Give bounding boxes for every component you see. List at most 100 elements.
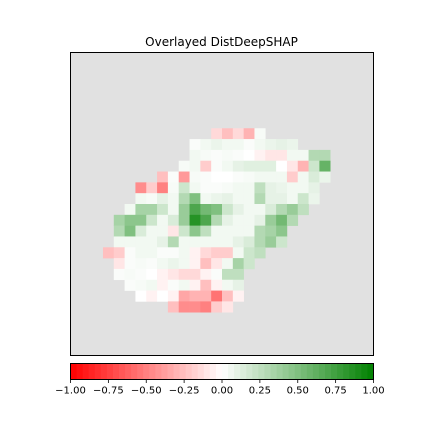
heatmap-cell <box>243 171 255 183</box>
heatmap-cell <box>178 171 190 183</box>
heatmap-cell <box>222 128 234 140</box>
colorbar-step <box>355 363 362 380</box>
colorbar-tick-label: −0.50 <box>131 386 162 397</box>
heatmap-cell <box>211 160 223 172</box>
heatmap-cell <box>254 182 266 194</box>
colorbar-step <box>367 363 374 380</box>
heatmap-cell <box>265 236 277 248</box>
heatmap-cell <box>124 225 136 237</box>
heatmap-cell <box>189 290 201 302</box>
heatmap-cell <box>178 279 190 291</box>
heatmap-cell <box>232 160 244 172</box>
colorbar-step <box>337 363 344 380</box>
heatmap-cell <box>189 204 201 216</box>
colorbar-tick-label: 1.00 <box>362 386 384 397</box>
colorbar-step <box>246 363 253 380</box>
heatmap-cell <box>232 171 244 183</box>
heatmap-cell <box>243 225 255 237</box>
heatmap-cell <box>254 214 266 226</box>
heatmap-cell <box>157 225 169 237</box>
heatmap-cell <box>135 279 147 291</box>
colorbar-step <box>191 363 199 380</box>
heatmap-cell <box>200 268 212 281</box>
heatmap-cell <box>189 236 201 248</box>
heatmap-cell <box>222 279 234 291</box>
heatmap-cell <box>178 247 190 259</box>
heatmap-cell <box>200 149 212 162</box>
colorbar-step <box>228 363 235 380</box>
heatmap-cell <box>286 204 299 216</box>
heatmap-cell <box>135 182 147 194</box>
heatmap-cell <box>167 182 180 194</box>
colorbar-step <box>88 363 96 380</box>
heatmap-cell <box>265 193 277 205</box>
heatmap-cell <box>286 160 299 172</box>
colorbar-step <box>234 363 241 380</box>
colorbar-step <box>312 363 320 380</box>
heatmap-cell <box>200 214 212 226</box>
heatmap-cell <box>113 258 125 270</box>
heatmap-cell <box>265 139 277 151</box>
heatmap-cell <box>146 182 158 194</box>
colorbar-step <box>125 363 132 380</box>
heatmap-cell <box>167 204 180 216</box>
heatmap-cell <box>254 128 266 140</box>
heatmap-cell <box>232 258 244 270</box>
colorbar-step <box>112 363 120 380</box>
heatmap-cell <box>211 171 223 183</box>
heatmap-cell <box>308 171 320 183</box>
heatmap-cell <box>243 258 255 270</box>
heatmap-cell <box>178 193 190 205</box>
heatmap-cell <box>157 258 169 270</box>
heatmap-cell <box>222 301 234 313</box>
heatmap-cell <box>167 171 180 183</box>
heatmap-cell <box>211 193 223 205</box>
heatmap-cell <box>222 236 234 248</box>
heatmap-cell <box>232 268 244 281</box>
chart-title: Overlayed DistDeepSHAP <box>145 35 298 49</box>
heatmap-cell <box>222 139 234 151</box>
heatmap-cell <box>157 236 169 248</box>
heatmap-cell <box>222 149 234 162</box>
colorbar-tick-label: 0.25 <box>249 386 271 397</box>
heatmap-cell <box>243 149 255 162</box>
heatmap-cell <box>167 268 180 281</box>
heatmap-cell <box>178 236 190 248</box>
heatmap-cell <box>286 193 299 205</box>
heatmap-cell <box>167 225 180 237</box>
heatmap-cell <box>167 258 180 270</box>
heatmap-cell <box>243 139 255 151</box>
heatmap-cell <box>146 279 158 291</box>
heatmap-cell <box>113 247 125 259</box>
heatmap-cell <box>232 247 244 259</box>
heatmap-cell <box>211 214 223 226</box>
heatmap-cell <box>232 214 244 226</box>
heatmap-cell <box>189 139 201 151</box>
colorbar-step <box>173 363 180 380</box>
heatmap-cell <box>189 171 201 183</box>
heatmap-cell <box>232 182 244 194</box>
heatmap-cell <box>254 171 266 183</box>
colorbar-step <box>264 363 271 380</box>
heatmap-cell <box>222 171 234 183</box>
heatmap-cell <box>157 290 169 302</box>
heatmap-cell <box>146 236 158 248</box>
colorbar-ticks: −1.00 −0.75 −0.50 −0.25 0.00 0.25 0.50 0.75 1.00 <box>55 379 385 397</box>
colorbar-step <box>282 363 290 380</box>
heatmap-cell <box>222 247 234 259</box>
heatmap-cell <box>157 182 169 194</box>
heatmap-cell <box>243 247 255 259</box>
heatmap-cell <box>254 247 266 259</box>
heatmap-cell <box>124 279 136 291</box>
heatmap-cell <box>211 204 223 216</box>
colorbar-step <box>349 363 356 380</box>
heatmap-cell <box>211 128 223 140</box>
colorbar-step <box>94 363 102 380</box>
heatmap-cell <box>211 225 223 237</box>
heatmap-cell <box>243 236 255 248</box>
heatmap-cell <box>135 290 147 302</box>
heatmap-cell <box>297 204 309 216</box>
colorbar-step <box>294 363 302 380</box>
colorbar-step <box>179 363 187 380</box>
